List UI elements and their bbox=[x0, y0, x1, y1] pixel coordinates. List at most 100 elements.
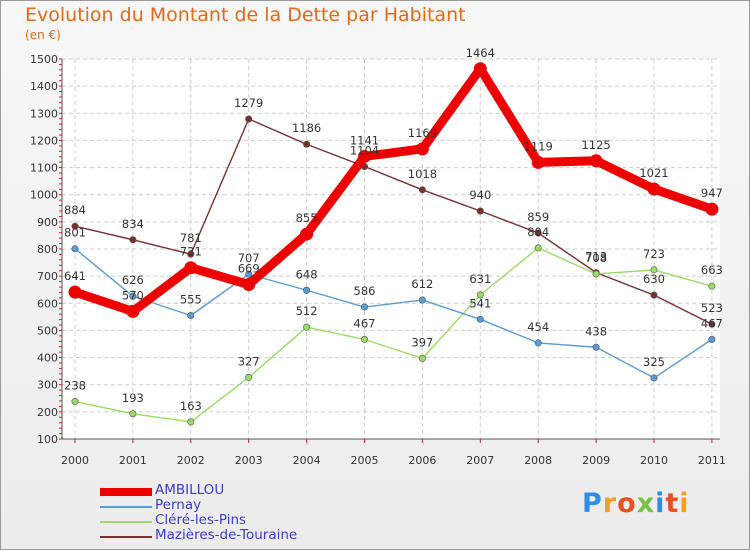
legend-swatch-mazieres-de-touraine bbox=[100, 536, 152, 538]
axes: 100 200 300 400 500 600 700 800 900 1000 1100 1200 1… bbox=[30, 53, 726, 467]
data-point-ambillou bbox=[415, 142, 429, 156]
data-point-pernay bbox=[303, 286, 311, 294]
data-label-mazieres-de-touraine: 781 bbox=[180, 231, 202, 245]
series-lines bbox=[68, 62, 719, 426]
logo-letter: t bbox=[665, 488, 680, 519]
data-point-clere-les-pins bbox=[129, 410, 137, 418]
x-tick-label: 2004 bbox=[293, 454, 321, 467]
x-tick-label: 2008 bbox=[524, 454, 552, 467]
data-point-mazieres-de-touraine bbox=[418, 186, 426, 194]
y-tick-label: 400 bbox=[37, 352, 58, 365]
data-point-ambillou bbox=[184, 261, 198, 275]
data-point-clere-les-pins bbox=[592, 270, 600, 278]
data-label-pernay: 707 bbox=[238, 251, 260, 265]
data-point-clere-les-pins bbox=[245, 373, 253, 381]
data-point-pernay bbox=[708, 335, 716, 343]
x-tick-label: 2006 bbox=[408, 454, 436, 467]
data-point-pernay bbox=[129, 292, 137, 300]
y-tick-label: 1000 bbox=[30, 189, 58, 202]
legend-swatch-ambillou bbox=[100, 488, 152, 496]
data-point-ambillou bbox=[242, 278, 256, 292]
data-label-clere-les-pins: 397 bbox=[411, 335, 433, 349]
proxiti-logo: Proxiti bbox=[582, 488, 690, 519]
x-tick-label: 2010 bbox=[640, 454, 668, 467]
data-point-pernay bbox=[534, 339, 542, 347]
data-label-ambillou: 570 bbox=[122, 288, 144, 302]
data-label-pernay: 325 bbox=[643, 355, 665, 369]
data-label-mazieres-de-touraine: 859 bbox=[527, 210, 549, 224]
data-label-ambillou: 731 bbox=[180, 245, 202, 259]
logo-letter: r bbox=[602, 488, 618, 519]
data-label-mazieres-de-touraine: 834 bbox=[122, 217, 144, 231]
data-point-pernay bbox=[476, 315, 484, 323]
legend-label-clere-les-pins: Cléré-les-Pins bbox=[155, 512, 247, 528]
series-line-ambillou bbox=[70, 64, 717, 316]
chart-title: Evolution du Montant de la Dette par Hab… bbox=[25, 4, 466, 26]
data-label-clere-les-pins: 163 bbox=[180, 399, 202, 413]
y-tick-label: 900 bbox=[37, 216, 58, 229]
data-point-ambillou bbox=[705, 202, 719, 216]
data-label-pernay: 454 bbox=[527, 320, 549, 334]
data-label-ambillou: 947 bbox=[701, 186, 723, 200]
y-tick-label: 1100 bbox=[30, 162, 58, 175]
data-label-pernay: 438 bbox=[585, 324, 607, 338]
y-tick-label: 1400 bbox=[30, 80, 58, 93]
data-label-ambillou: 1119 bbox=[524, 139, 553, 153]
logo-letter: i bbox=[679, 488, 690, 519]
series-line-mazieres-de-touraine bbox=[74, 118, 713, 325]
legend-swatch-pernay bbox=[100, 506, 152, 508]
data-point-pernay bbox=[360, 303, 368, 311]
data-point-ambillou bbox=[589, 154, 603, 168]
data-label-clere-les-pins: 467 bbox=[354, 316, 376, 330]
data-point-clere-les-pins bbox=[708, 282, 716, 290]
data-label-pernay: 648 bbox=[296, 267, 318, 281]
y-tick-label: 700 bbox=[37, 270, 58, 283]
legend-label-pernay: Pernay bbox=[155, 497, 202, 513]
data-label-pernay: 467 bbox=[701, 316, 723, 330]
data-label-mazieres-de-touraine: 1018 bbox=[408, 167, 437, 181]
data-label-clere-les-pins: 327 bbox=[238, 354, 260, 368]
data-point-pernay bbox=[592, 343, 600, 351]
data-label-ambillou: 1125 bbox=[581, 138, 610, 152]
data-label-pernay: 555 bbox=[180, 293, 202, 307]
data-point-clere-les-pins bbox=[303, 323, 311, 331]
series-line-clere-les-pins bbox=[74, 247, 713, 423]
data-label-clere-les-pins: 193 bbox=[122, 391, 144, 405]
chart-subtitle: (en €) bbox=[25, 28, 61, 42]
data-point-clere-les-pins bbox=[534, 244, 542, 252]
data-label-clere-les-pins: 804 bbox=[527, 225, 549, 239]
data-label-pernay: 801 bbox=[64, 226, 86, 240]
data-point-mazieres-de-touraine bbox=[187, 250, 195, 258]
data-point-clere-les-pins bbox=[476, 291, 484, 299]
data-point-mazieres-de-touraine bbox=[71, 222, 79, 230]
y-tick-label: 1200 bbox=[30, 134, 58, 147]
data-label-clere-les-pins: 663 bbox=[701, 263, 723, 277]
y-tick-label: 600 bbox=[37, 297, 58, 310]
data-label-ambillou: 1169 bbox=[408, 126, 437, 140]
x-tick-label: 2001 bbox=[119, 454, 147, 467]
grid bbox=[62, 58, 720, 440]
data-point-mazieres-de-touraine bbox=[534, 229, 542, 237]
data-label-clere-les-pins: 631 bbox=[469, 272, 491, 286]
data-point-ambillou bbox=[531, 155, 545, 169]
x-tick-label: 2005 bbox=[351, 454, 379, 467]
y-tick-label: 1300 bbox=[30, 107, 58, 120]
data-label-mazieres-de-touraine: 630 bbox=[643, 272, 665, 286]
legend-swatch-clere-les-pins bbox=[100, 521, 152, 523]
data-point-mazieres-de-touraine bbox=[245, 115, 253, 123]
x-tick-label: 2000 bbox=[61, 454, 89, 467]
data-point-ambillou bbox=[300, 227, 314, 241]
data-point-mazieres-de-touraine bbox=[476, 207, 484, 215]
data-label-ambillou: 1141 bbox=[350, 133, 379, 147]
data-point-pernay bbox=[187, 311, 195, 319]
data-point-mazieres-de-touraine bbox=[650, 291, 658, 299]
x-tick-label: 2011 bbox=[698, 454, 726, 467]
data-point-clere-les-pins bbox=[71, 398, 79, 406]
x-tick-label: 2003 bbox=[235, 454, 263, 467]
data-label-mazieres-de-touraine: 1104 bbox=[350, 143, 379, 157]
data-label-pernay: 586 bbox=[354, 284, 376, 298]
data-point-ambillou bbox=[647, 182, 661, 196]
data-label-mazieres-de-touraine: 1186 bbox=[292, 121, 321, 135]
legend-label-mazieres-de-touraine: Mazières-de-Touraine bbox=[155, 527, 298, 543]
logo-letter: i bbox=[655, 488, 666, 519]
